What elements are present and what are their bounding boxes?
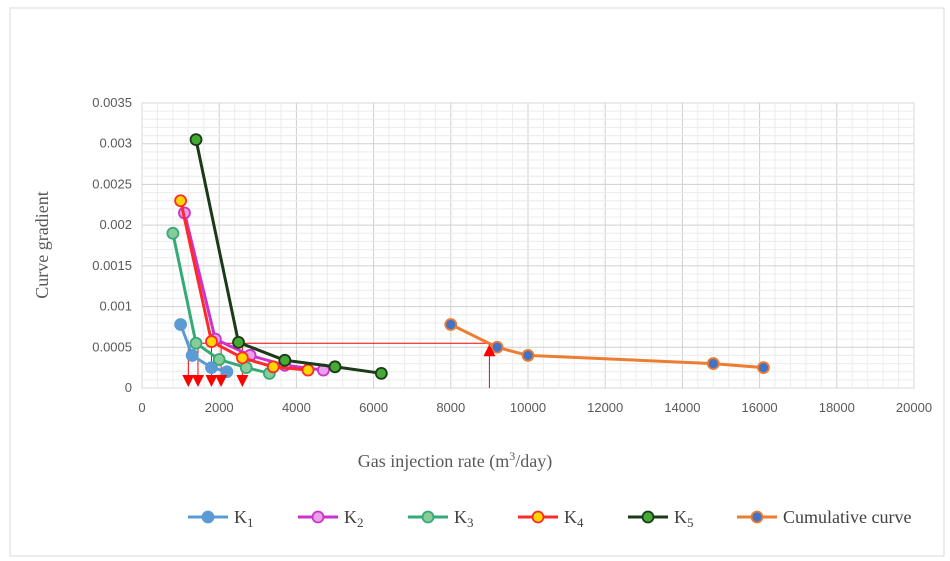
y-tick-label: 0: [125, 380, 132, 395]
down-arrow-marker: [191, 375, 204, 387]
data-point: [220, 365, 234, 379]
x-tick-label: 2000: [205, 400, 234, 415]
legend-label: K2: [344, 507, 364, 530]
legend: K1 K2 K3 K4 K5 Cumulative curve: [188, 507, 911, 530]
data-point: [189, 133, 203, 147]
series-group: [189, 133, 388, 380]
legend-item: Cumulative curve: [737, 507, 911, 527]
y-tick-label: 0.003: [99, 136, 132, 151]
legend-marker: [311, 510, 325, 524]
legend-marker: [531, 510, 545, 524]
legend-label: K5: [674, 507, 694, 530]
legend-marker: [421, 510, 435, 524]
down-arrow-marker: [205, 375, 218, 387]
x-tick-label: 12000: [587, 400, 623, 415]
data-point: [490, 340, 504, 354]
series-group: [174, 318, 234, 379]
data-point: [205, 335, 218, 348]
series-line: [179, 323, 228, 374]
legend-item: K4: [518, 507, 584, 530]
data-point: [757, 361, 770, 375]
data-point: [235, 351, 249, 365]
legend-item: K5: [628, 507, 694, 530]
y-tick-label: 0.0025: [92, 176, 132, 191]
data-point: [278, 353, 292, 367]
data-point: [185, 349, 199, 362]
up-arrow-marker: [483, 344, 496, 357]
x-axis-title: Gas injection rate (m3/day): [358, 449, 552, 472]
y-tick-label: 0.0005: [92, 339, 132, 354]
data-point: [189, 336, 203, 350]
y-tick-label: 0.0015: [92, 258, 132, 273]
legend-item: K3: [408, 507, 474, 530]
x-tick-label: 20000: [896, 400, 932, 415]
data-point: [266, 360, 280, 374]
y-tick-label: 0.002: [99, 217, 132, 232]
legend-item: K1: [188, 507, 254, 530]
x-tick-label: 4000: [282, 400, 311, 415]
x-tick-label: 16000: [742, 400, 778, 415]
data-point: [328, 360, 342, 374]
data-point: [212, 353, 226, 366]
y-tick-label: 0.0035: [92, 95, 132, 110]
y-axis-title: Curve gradient: [32, 191, 52, 298]
series-layer: [166, 133, 770, 380]
down-arrow-marker: [215, 375, 228, 387]
x-tick-label: 14000: [664, 400, 700, 415]
x-tick-label: 0: [138, 400, 145, 415]
grid: [141, 102, 915, 389]
legend-marker: [641, 510, 655, 524]
legend-label: K1: [234, 507, 254, 530]
data-point: [706, 357, 720, 370]
legend-marker: [201, 510, 215, 524]
legend-label: Cumulative curve: [783, 507, 911, 527]
legend-label: K4: [564, 507, 584, 530]
legend-marker: [750, 510, 764, 524]
data-point: [232, 335, 245, 349]
series-group: [444, 318, 770, 375]
data-point: [301, 363, 315, 377]
tick-labels: 0 2000 4000 6000 8000 10000 12000 14000 16000 180…: [92, 95, 932, 415]
down-arrow-marker: [182, 375, 195, 387]
x-tick-label: 10000: [510, 400, 546, 415]
legend-item: K2: [298, 507, 364, 530]
data-point: [521, 349, 535, 362]
data-point: [174, 194, 188, 208]
y-tick-label: 0.001: [99, 299, 132, 314]
x-tick-label: 18000: [819, 400, 855, 415]
legend-label: K3: [454, 507, 474, 530]
data-point: [166, 226, 180, 240]
x-tick-label: 6000: [359, 400, 388, 415]
x-tick-label: 8000: [436, 400, 465, 415]
annotation-markers: [182, 344, 496, 387]
data-point: [174, 318, 188, 331]
down-arrow-marker: [236, 375, 249, 387]
series-group: [174, 194, 315, 377]
data-point: [205, 361, 218, 375]
data-point: [374, 366, 388, 380]
data-point: [444, 318, 458, 331]
